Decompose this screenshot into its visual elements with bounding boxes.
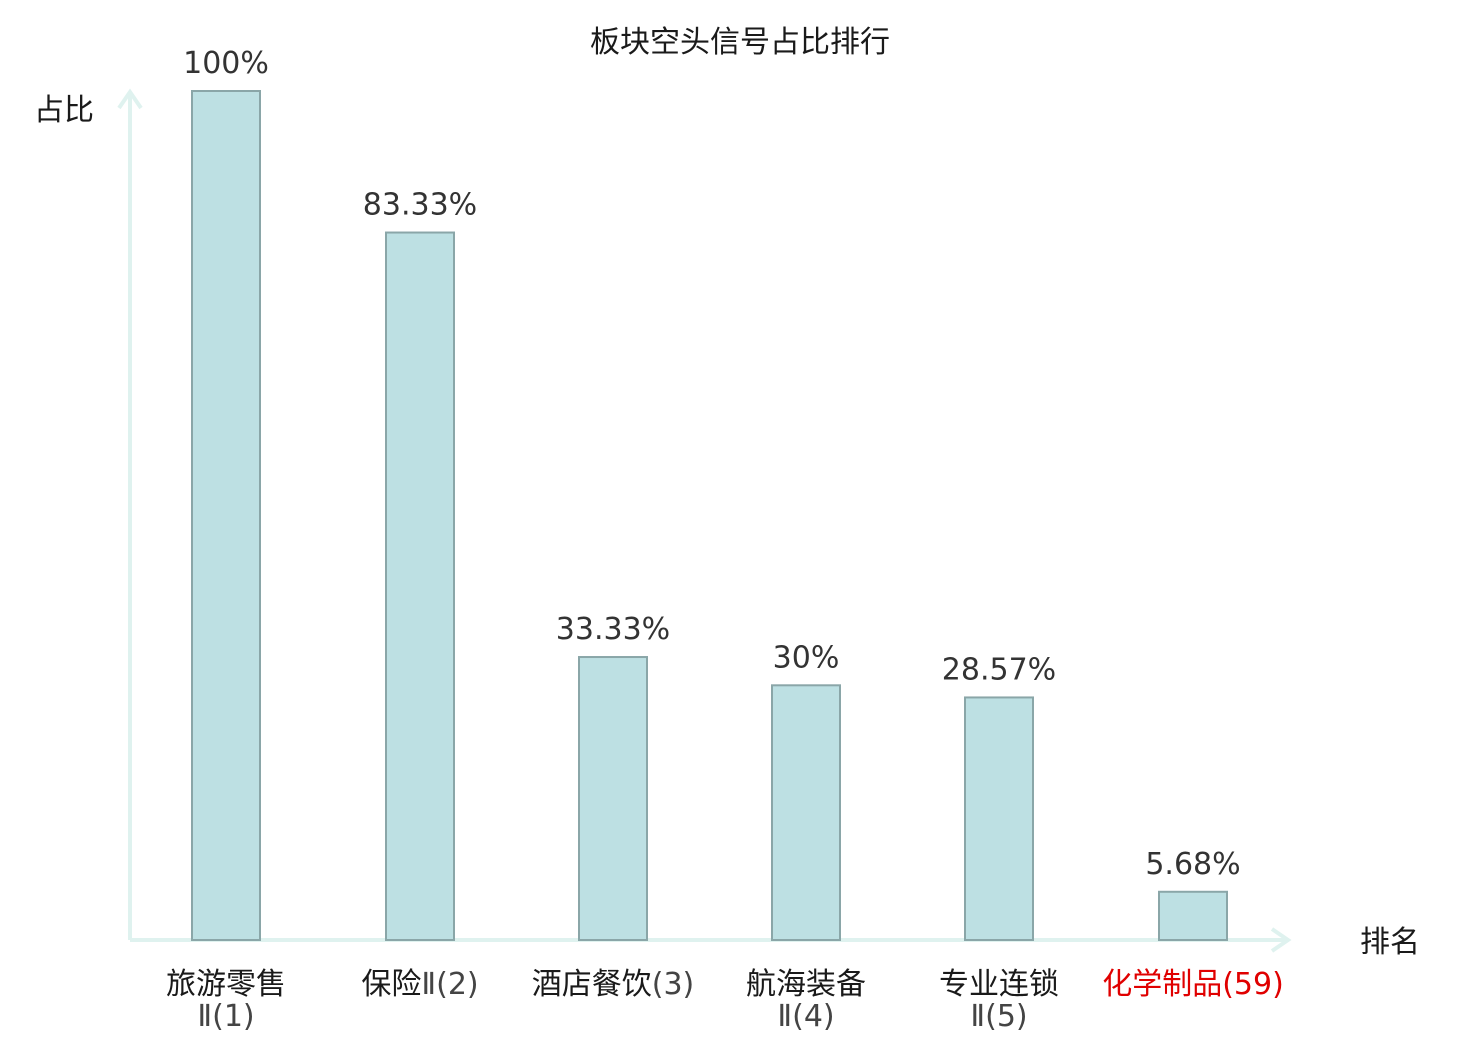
value-labels-group: 100% 83.33% 33.33% 30% 28.57% 5.68% (183, 46, 1241, 882)
category-name-5: 专业连锁 (939, 967, 1059, 1002)
x-axis-arrow (1270, 927, 1292, 953)
bar-5 (964, 696, 1034, 941)
category-label-5: 专业连锁 Ⅱ(5) (939, 967, 1059, 1034)
category-rank-4: Ⅱ(4) (777, 999, 834, 1034)
value-label-6: 5.68% (1145, 847, 1240, 882)
category-name-3: 酒店餐饮 (532, 967, 652, 1002)
category-rank-2: Ⅱ(2) (421, 967, 478, 1002)
value-label-1: 100% (183, 46, 269, 81)
chart-title: 板块空头信号占比排行 (590, 25, 890, 60)
value-label-5: 28.57% (942, 652, 1056, 687)
bar-4 (771, 684, 841, 941)
value-label-2: 83.33% (363, 188, 477, 223)
x-axis (130, 927, 1292, 953)
category-name-6: 化学制品 (1102, 967, 1222, 1002)
category-label-1: 旅游零售 Ⅱ(1) (166, 967, 286, 1034)
y-axis-label: 占比 (34, 93, 94, 128)
bar-6 (1158, 890, 1228, 941)
category-label-4: 航海装备 Ⅱ(4) (746, 967, 866, 1034)
category-label-6: 化学制品(59) (1102, 967, 1284, 1002)
bar-2 (385, 231, 455, 941)
category-rank-6: (59) (1222, 967, 1284, 1002)
bar-3 (578, 656, 648, 942)
category-name-4: 航海装备 (746, 967, 866, 1002)
x-axis-label: 排名 (1360, 925, 1420, 960)
category-label-2: 保险Ⅱ(2) (361, 967, 478, 1002)
bars-group (191, 90, 1228, 942)
category-rank-3: (3) (652, 967, 695, 1002)
category-name-1: 旅游零售 (166, 967, 286, 1002)
y-axis (117, 88, 143, 940)
category-rank-5: Ⅱ(5) (970, 999, 1027, 1034)
y-axis-arrow (117, 88, 143, 110)
category-labels-group: 旅游零售 Ⅱ(1) 保险Ⅱ(2) 酒店餐饮(3) 航海装备 Ⅱ(4) 专业连锁 Ⅱ(5) 化学制… (166, 967, 1284, 1034)
bar-1 (191, 90, 261, 941)
value-label-3: 33.33% (556, 612, 670, 647)
value-label-4: 30% (773, 640, 840, 675)
category-rank-1: Ⅱ(1) (197, 999, 254, 1034)
category-label-3: 酒店餐饮(3) (532, 967, 695, 1002)
category-name-2: 保险 (361, 967, 421, 1002)
